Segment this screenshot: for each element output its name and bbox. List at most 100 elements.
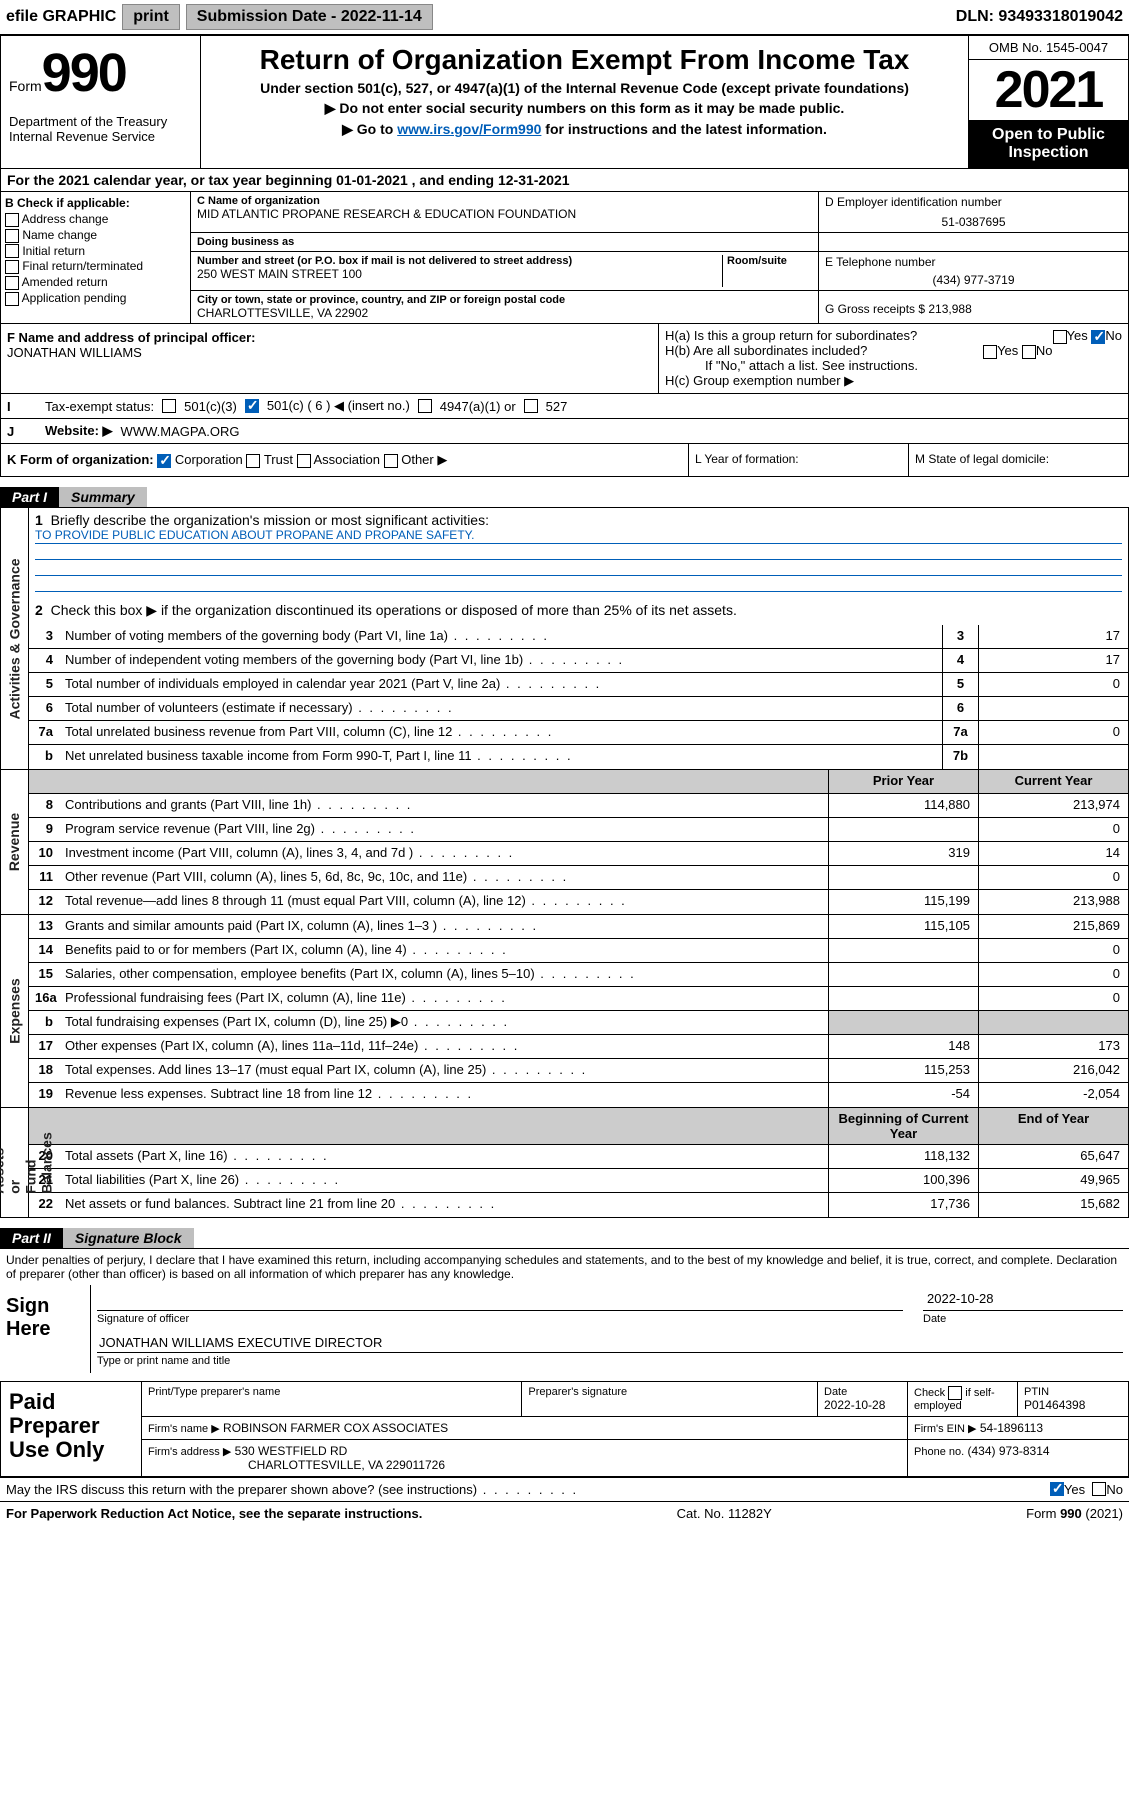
chk-amended-return[interactable]: Amended return <box>5 275 186 290</box>
exp-row-17: 17Other expenses (Part IX, column (A), l… <box>29 1035 1128 1059</box>
topbar: efile GRAPHIC print Submission Date - 20… <box>0 0 1129 35</box>
print-button[interactable]: print <box>122 4 180 30</box>
city-value: CHARLOTTESVILLE, VA 22902 <box>197 306 812 320</box>
col-cd: C Name of organization MID ATLANTIC PROP… <box>191 192 1128 323</box>
chk-application-pending[interactable]: Application pending <box>5 291 186 306</box>
prep-selfemp: Check if self-employed <box>914 1386 1011 1412</box>
prep-name-label: Print/Type preparer's name <box>148 1386 515 1398</box>
sig-name-label: Type or print name and title <box>97 1355 1123 1367</box>
irs-link[interactable]: www.irs.gov/Form990 <box>397 121 541 137</box>
addr-label: Number and street (or P.O. box if mail i… <box>197 255 722 267</box>
part2-tag: Part II <box>0 1228 63 1248</box>
line-i: I Tax-exempt status: 501(c)(3) 501(c) ( … <box>0 394 1129 419</box>
expenses-section: Expenses 13Grants and similar amounts pa… <box>0 915 1129 1108</box>
chk-initial-return[interactable]: Initial return <box>5 244 186 259</box>
discuss-q: May the IRS discuss this return with the… <box>6 1482 1050 1497</box>
prep-sig-label: Preparer's signature <box>528 1386 811 1398</box>
chk-address-change[interactable]: Address change <box>5 212 186 227</box>
g-value: 213,988 <box>928 302 971 316</box>
hb-yes-chk[interactable] <box>983 345 997 359</box>
footer-left: For Paperwork Reduction Act Notice, see … <box>6 1506 422 1521</box>
sig-officer-line[interactable] <box>97 1291 903 1311</box>
dept-treasury: Department of the Treasury Internal Reve… <box>9 114 192 144</box>
sig-date: 2022-10-28 <box>923 1291 1123 1311</box>
footer-center: Cat. No. 11282Y <box>677 1506 772 1521</box>
discuss-no-chk[interactable] <box>1092 1482 1106 1496</box>
chk-final-return[interactable]: Final return/terminated <box>5 259 186 274</box>
discuss-row: May the IRS discuss this return with the… <box>0 1477 1129 1501</box>
hc-row: H(c) Group exemption number ▶ <box>665 373 1122 389</box>
i-4947-chk[interactable] <box>418 399 432 413</box>
header-center: Return of Organization Exempt From Incom… <box>201 36 968 168</box>
i-501c-chk[interactable] <box>245 399 259 413</box>
firm-addr: 530 WESTFIELD RD <box>235 1444 348 1458</box>
vlabel-exp: Expenses <box>1 915 29 1107</box>
k-other-chk[interactable] <box>384 454 398 468</box>
d-value: 51-0387695 <box>825 215 1122 229</box>
rev-row-11: 11Other revenue (Part VIII, column (A), … <box>29 866 1128 890</box>
ha-yes-chk[interactable] <box>1053 330 1067 344</box>
discuss-yes-chk[interactable] <box>1050 1482 1064 1496</box>
rev-row-8: 8Contributions and grants (Part VIII, li… <box>29 794 1128 818</box>
rev-header: Prior Year Current Year <box>29 770 1128 794</box>
form-title: Return of Organization Exempt From Incom… <box>209 44 960 76</box>
submission-date-button[interactable]: Submission Date - 2022-11-14 <box>186 4 433 30</box>
net-row-21: 21Total liabilities (Part X, line 26) 10… <box>29 1169 1128 1193</box>
k-trust-chk[interactable] <box>246 454 260 468</box>
col-end: End of Year <box>978 1108 1128 1144</box>
i-501c3-chk[interactable] <box>162 399 176 413</box>
part1-title: Summary <box>59 487 147 507</box>
website-link[interactable]: WWW.MAGPA.ORG <box>121 424 240 439</box>
k-assoc-chk[interactable] <box>297 454 311 468</box>
dba-label: Doing business as <box>197 236 812 248</box>
exp-row-18: 18Total expenses. Add lines 13–17 (must … <box>29 1059 1128 1083</box>
ha-no-chk[interactable] <box>1091 330 1105 344</box>
f-value: JONATHAN WILLIAMS <box>7 345 652 360</box>
form-subtitle: Under section 501(c), 527, or 4947(a)(1)… <box>209 80 960 96</box>
b-title: B Check if applicable: <box>5 196 186 210</box>
mission-text: TO PROVIDE PUBLIC EDUCATION ABOUT PROPAN… <box>35 528 1122 544</box>
vlabel-net: Net Assets or Fund Balances <box>1 1108 29 1217</box>
k-cell: K Form of organization: Corporation Trus… <box>1 444 688 476</box>
signature-block: Under penalties of perjury, I declare th… <box>0 1248 1129 1373</box>
ein-value: 54-1896113 <box>980 1421 1043 1435</box>
line-j: J Website: ▶ WWW.MAGPA.ORG <box>0 419 1129 444</box>
net-header: Beginning of Current Year End of Year <box>29 1108 1128 1145</box>
q2-text: Check this box ▶ if the organization dis… <box>51 602 737 618</box>
vlabel-ag: Activities & Governance <box>1 508 29 769</box>
k-corp-chk[interactable] <box>157 454 171 468</box>
room-label: Room/suite <box>727 255 812 267</box>
phone-label: Phone no. <box>914 1446 964 1458</box>
form-header: Form990 Department of the Treasury Inter… <box>0 35 1129 169</box>
col-begin: Beginning of Current Year <box>828 1108 978 1144</box>
preparer-block: Paid Preparer Use Only Print/Type prepar… <box>0 1381 1129 1477</box>
block-fh: F Name and address of principal officer:… <box>0 324 1129 394</box>
prep-date-label: Date <box>824 1386 901 1398</box>
block-bcdefg: B Check if applicable: Address change Na… <box>0 192 1129 324</box>
ha-row: H(a) Is this a group return for subordin… <box>665 328 1122 343</box>
ag-row-6: 6Total number of volunteers (estimate if… <box>29 697 1128 721</box>
part2-bar: Part II Signature Block <box>0 1228 1129 1248</box>
l-cell: L Year of formation: <box>688 444 908 476</box>
rev-row-9: 9Program service revenue (Part VIII, lin… <box>29 818 1128 842</box>
vlabel-rev: Revenue <box>1 770 29 914</box>
self-emp-chk[interactable] <box>948 1386 962 1400</box>
sig-officer-label: Signature of officer <box>97 1313 903 1325</box>
tax-year: 2021 <box>969 60 1128 120</box>
sign-here-label: Sign Here <box>0 1285 90 1373</box>
sig-declaration: Under penalties of perjury, I declare th… <box>0 1249 1129 1285</box>
chk-name-change[interactable]: Name change <box>5 228 186 243</box>
sig-date-label: Date <box>923 1313 1123 1325</box>
i-527-chk[interactable] <box>524 399 538 413</box>
dln-label: DLN: 93493318019042 <box>956 8 1123 26</box>
line-klm: K Form of organization: Corporation Trus… <box>0 444 1129 477</box>
mission-block: 1 Briefly describe the organization's mi… <box>29 508 1128 596</box>
phone-value: (434) 973-8314 <box>968 1444 1050 1458</box>
preparer-title: Paid Preparer Use Only <box>1 1382 141 1476</box>
f-label: F Name and address of principal officer: <box>7 330 652 345</box>
c-name: MID ATLANTIC PROPANE RESEARCH & EDUCATIO… <box>197 207 812 221</box>
hb-no-chk[interactable] <box>1022 345 1036 359</box>
form-note-2: ▶ Go to www.irs.gov/Form990 for instruct… <box>209 121 960 138</box>
header-right: OMB No. 1545-0047 2021 Open to Public In… <box>968 36 1128 168</box>
addr-value: 250 WEST MAIN STREET 100 <box>197 267 722 281</box>
